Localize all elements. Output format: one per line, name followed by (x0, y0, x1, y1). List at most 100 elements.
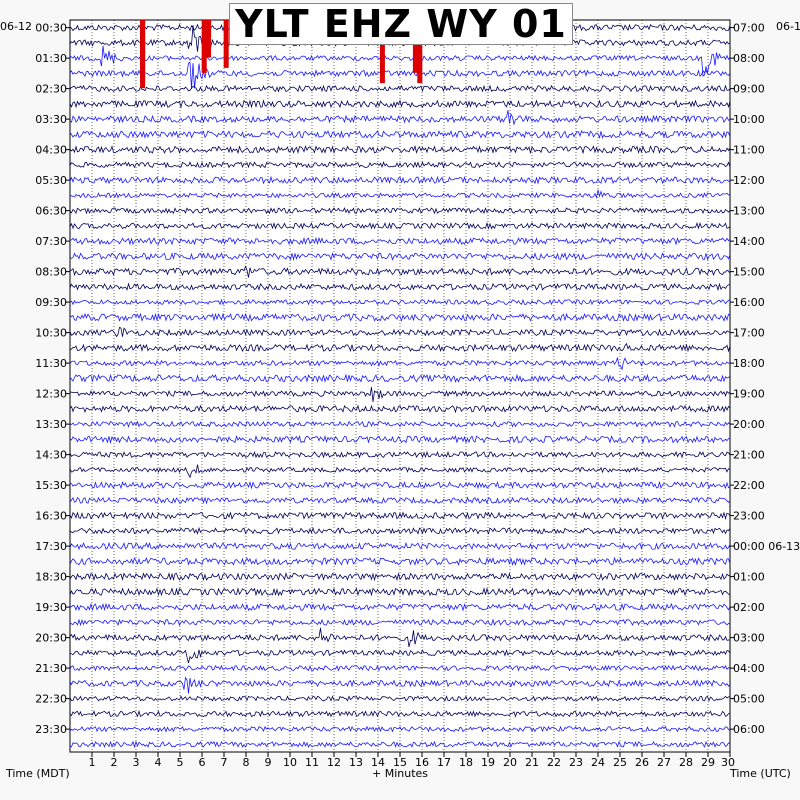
left-tick-label-4: 04:30 (35, 144, 67, 157)
x-tick-label-5: 5 (177, 756, 184, 769)
trace-15 (69, 252, 731, 261)
left-time-ticks: 00:30 01:30 02:30 03:30 04:30 05:30 06:30 07:30… (35, 22, 70, 736)
trace-38 (70, 602, 731, 612)
left-tick-label-18: 18:30 (35, 571, 67, 584)
x-tick-label-18: 18 (459, 756, 473, 769)
trace-19 (69, 312, 731, 323)
x-tick-label-28: 28 (679, 756, 693, 769)
x-tick-label-7: 7 (221, 756, 228, 769)
x-tick-label-8: 8 (243, 756, 250, 769)
right-tick-label-4: 11:00 (733, 144, 765, 157)
left-tick-label-10: 10:30 (35, 327, 67, 340)
right-tick-label-15: 22:00 (733, 479, 765, 492)
trace-42 (69, 664, 731, 672)
right-tick-label-21: 04:00 (733, 662, 765, 675)
trace-27 (69, 434, 731, 445)
x-tick-label-24: 24 (591, 756, 605, 769)
trace-28 (69, 450, 731, 459)
trace-40 (69, 627, 731, 647)
x-tick-label-19: 19 (481, 756, 495, 769)
x-tick-label-6: 6 (199, 756, 206, 769)
x-tick-label-16: 16 (415, 756, 429, 769)
trace-39 (69, 618, 731, 627)
x-tick-label-25: 25 (613, 756, 627, 769)
trace-37 (69, 587, 731, 597)
trace-22 (69, 357, 731, 371)
trace-33 (69, 526, 731, 535)
trace-43 (69, 676, 731, 694)
right-tick-label-20: 03:00 (733, 632, 765, 645)
right-tick-label-5: 12:00 (733, 174, 765, 187)
left-tick-label-0: 00:30 (35, 22, 67, 35)
trace-29 (69, 464, 731, 479)
left-tick-label-19: 19:30 (35, 601, 67, 614)
trace-11 (69, 189, 731, 199)
left-tick-label-5: 05:30 (35, 174, 67, 187)
x-tick-label-3: 3 (133, 756, 140, 769)
right-axis-label: Time (UTC) (730, 767, 791, 780)
minute-gridlines (91, 20, 709, 752)
trace-35 (69, 556, 731, 567)
right-time-ticks: 07:00 08:00 09:00 10:00 11:00 12:00 13:00 14:00… (730, 22, 800, 736)
x-tick-label-26: 26 (635, 756, 649, 769)
left-tick-label-15: 15:30 (35, 479, 67, 492)
event-spike-5 (223, 20, 229, 68)
left-tick-label-9: 09:30 (35, 296, 67, 309)
trace-18 (69, 298, 731, 306)
left-tick-label-16: 16:30 (35, 510, 67, 523)
trace-36 (69, 571, 731, 582)
trace-23 (69, 373, 731, 383)
x-tick-label-21: 21 (525, 756, 539, 769)
right-tick-label-23: 06:00 (733, 723, 765, 736)
left-tick-label-14: 14:30 (35, 449, 67, 462)
title-box: YLT EHZ WY 01 (229, 2, 573, 46)
trace-34 (69, 541, 731, 551)
right-tick-label-10: 17:00 (733, 327, 765, 340)
event-spike-7 (412, 20, 418, 73)
left-tick-label-21: 21:30 (35, 662, 67, 675)
right-tick-label-19: 02:00 (733, 601, 765, 614)
trace-46 (69, 725, 731, 733)
trace-7 (69, 129, 731, 140)
trace-30 (69, 480, 731, 490)
right-tick-label-22: 05:00 (733, 693, 765, 706)
trace-16 (69, 265, 731, 278)
left-tick-label-23: 23:30 (35, 723, 67, 736)
event-spike-6 (379, 33, 385, 84)
right-tick-label-7: 14:00 (733, 235, 765, 248)
right-tick-label-6: 13:00 (733, 205, 765, 218)
right-date-label: 06-1 (776, 20, 800, 33)
left-tick-label-6: 06:30 (35, 205, 67, 218)
trace-31 (69, 496, 731, 505)
left-tick-label-7: 07:30 (35, 235, 67, 248)
left-tick-label-17: 17:30 (35, 540, 67, 553)
left-tick-label-11: 11:30 (35, 357, 67, 370)
event-spike-4 (201, 20, 207, 73)
right-tick-label-3: 10:00 (733, 113, 765, 126)
trace-6 (69, 110, 731, 126)
x-tick-label-30: 30 (721, 756, 735, 769)
trace-8 (69, 144, 731, 155)
x-tick-label-13: 13 (349, 756, 363, 769)
x-ticks: 1 2 3 4 5 6 7 8 9 10 11 12 13 14 15 16 17 18 19 20 21 22 23 24 2… (89, 752, 735, 769)
event-spike-8 (417, 33, 423, 84)
seismic-traces (69, 20, 731, 749)
chart-title: YLT EHZ WY 01 (235, 2, 567, 46)
event-spike-3 (206, 20, 212, 58)
trace-32 (69, 511, 731, 521)
left-tick-label-1: 01:30 (35, 52, 67, 65)
x-tick-label-1: 1 (89, 756, 96, 769)
trace-21 (69, 342, 731, 353)
trace-44 (69, 695, 731, 702)
x-tick-label-12: 12 (327, 756, 341, 769)
x-tick-label-22: 22 (547, 756, 561, 769)
trace-17 (69, 282, 731, 292)
trace-41 (69, 649, 731, 664)
trace-5 (69, 99, 731, 109)
x-tick-label-14: 14 (371, 756, 385, 769)
x-tick-label-2: 2 (111, 756, 118, 769)
trace-20 (69, 326, 731, 338)
right-tick-label-12: 19:00 (733, 388, 765, 401)
right-tick-label-14: 21:00 (733, 449, 765, 462)
x-tick-label-9: 9 (265, 756, 272, 769)
